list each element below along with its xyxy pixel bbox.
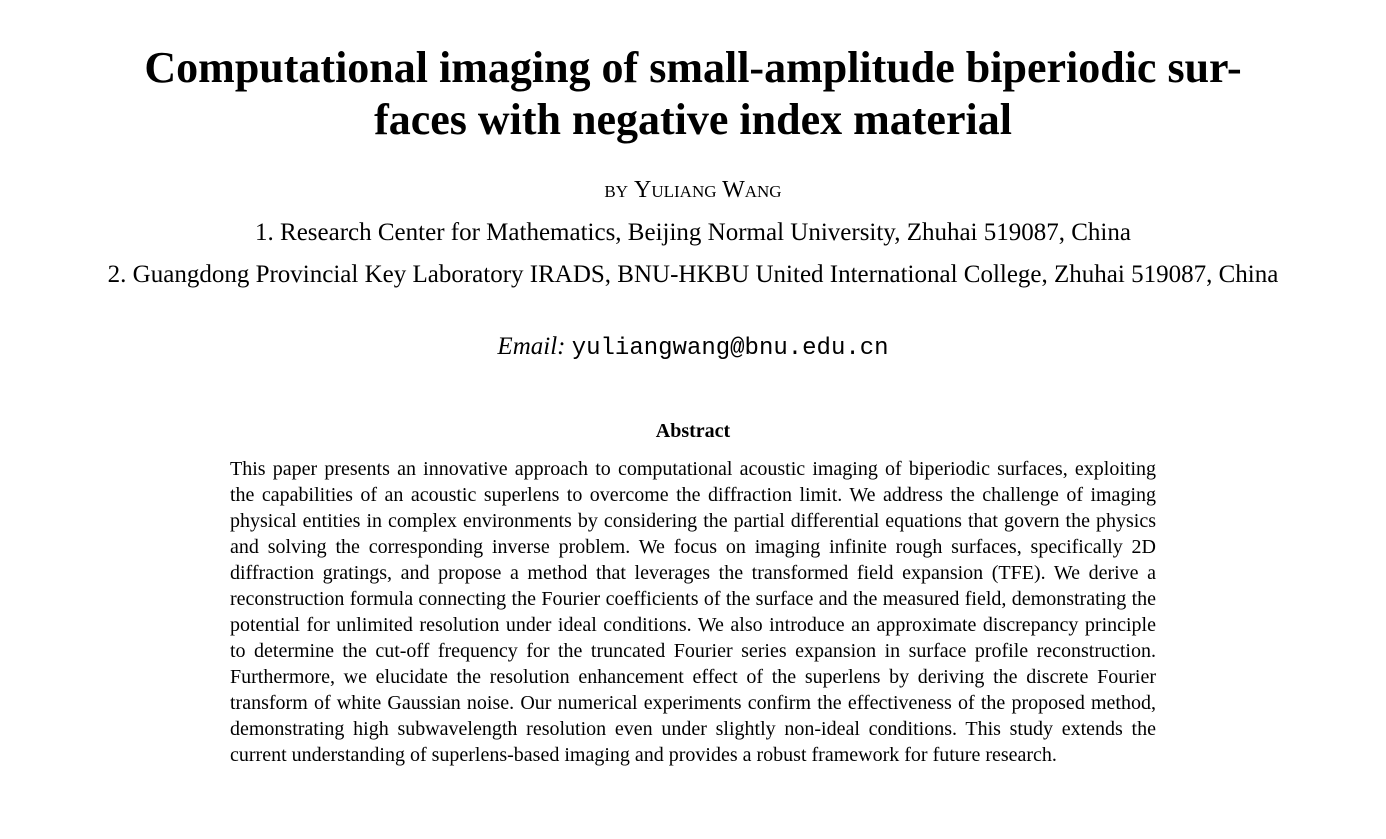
affiliation-1: 1. Research Center for Mathematics, Beij…: [255, 219, 1131, 246]
author-prefix: by: [604, 177, 629, 203]
email-line: Email: yuliangwang@bnu.edu.cn: [0, 332, 1386, 364]
affiliation-2: 2. Guangdong Provincial Key Laboratory I…: [107, 261, 1279, 288]
paper-title-line-2: faces with negative index material: [374, 95, 1012, 144]
author-name: Yuliang Wang: [634, 177, 782, 203]
email-label: Email:: [497, 333, 566, 360]
paper-title: Computational imaging of small-amplitude…: [100, 42, 1286, 146]
email-address: yuliangwang@bnu.edu.cn: [571, 335, 889, 362]
paper-title-line-1: Computational imaging of small-amplitude…: [144, 43, 1242, 92]
abstract-heading: Abstract: [655, 420, 731, 442]
abstract-body: This paper presents an innovative approa…: [230, 458, 1156, 766]
author-line: by Yuliang Wang: [0, 175, 1386, 205]
